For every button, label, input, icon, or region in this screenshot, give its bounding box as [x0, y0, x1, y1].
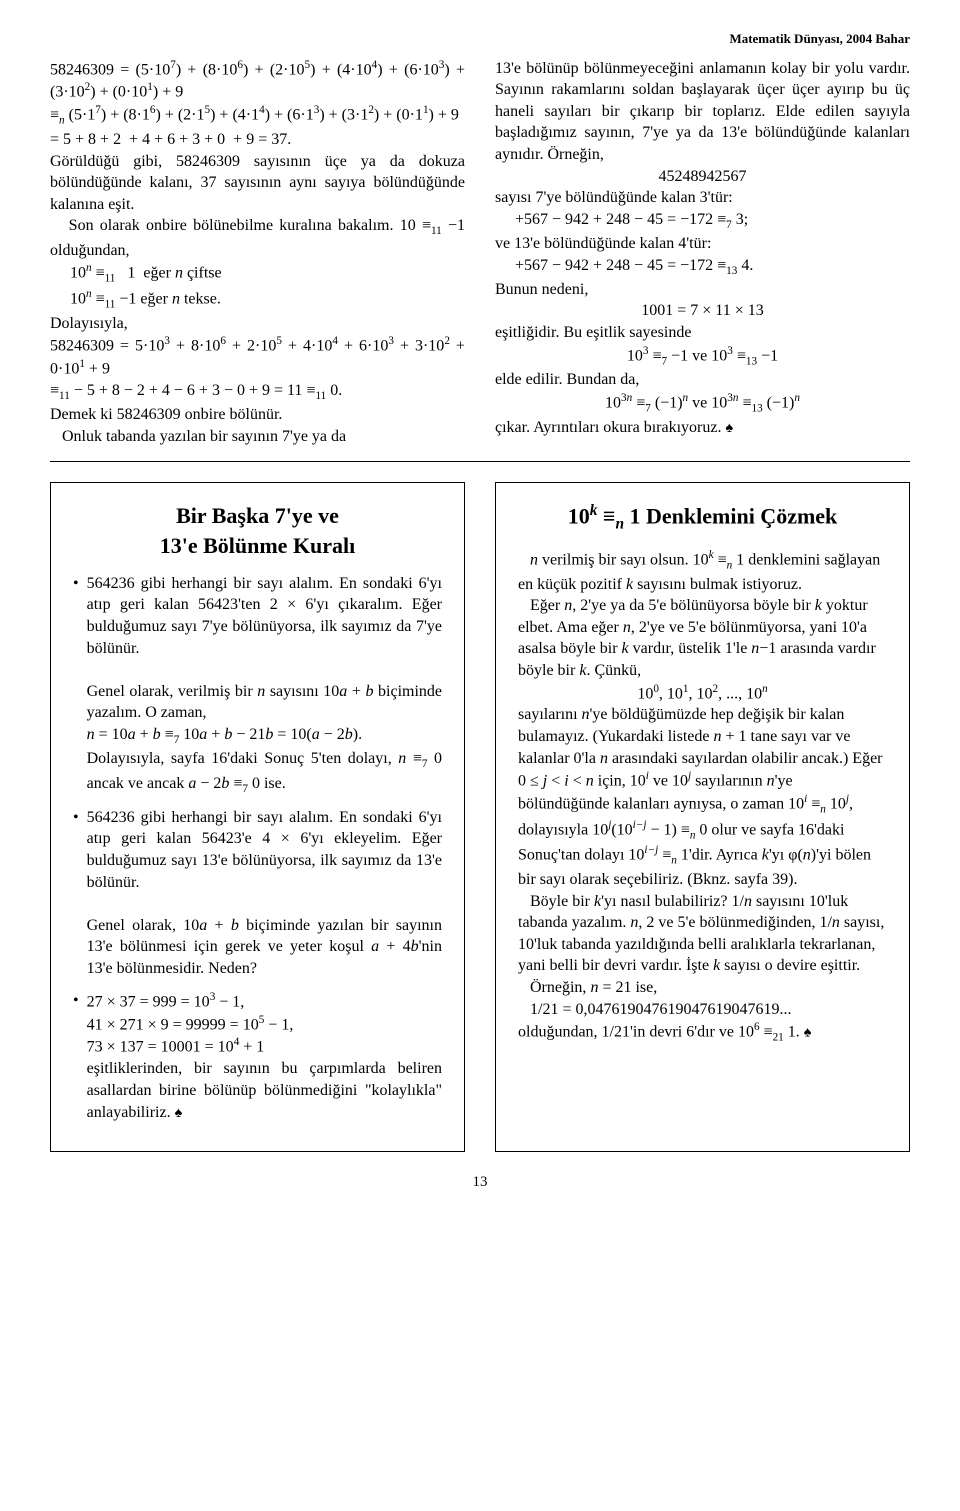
box-seven-thirteen-rule: Bir Başka 7'ye ve 13'e Bölünme Kuralı •5…: [50, 482, 465, 1152]
bullet-dot-icon: •: [73, 573, 79, 797]
box1-title-line2: 13'e Bölünme Kuralı: [160, 533, 356, 558]
bullet-text: 27 × 37 = 999 = 103 − 1,41 × 271 × 9 = 9…: [87, 990, 442, 1124]
bullet-text: 564236 gibi herhangi bir sayı alalım. En…: [87, 807, 442, 980]
box2-body: n verilmiş bir sayı olsun. 10k ≡n 1 denk…: [518, 548, 887, 1046]
bullet-item: •564236 gibi herhangi bir sayı alalım. E…: [73, 807, 442, 980]
box1-title-line1: Bir Başka 7'ye ve: [176, 503, 339, 528]
top-right-column: 13'e bölünüp bölünmeyeceğini anlamanın k…: [495, 58, 910, 448]
journal-header: Matematik Dünyası, 2004 Bahar: [50, 30, 910, 48]
box1-bullets: •564236 gibi herhangi bir sayı alalım. E…: [73, 573, 442, 1123]
box2-title: 10k ≡n 1 Denklemini Çözmek: [518, 501, 887, 536]
box-ten-k-equation: 10k ≡n 1 Denklemini Çözmek n verilmiş bi…: [495, 482, 910, 1152]
bullet-item: •564236 gibi herhangi bir sayı alalım. E…: [73, 573, 442, 797]
box1-title: Bir Başka 7'ye ve 13'e Bölünme Kuralı: [73, 501, 442, 560]
horizontal-divider: [50, 461, 910, 462]
top-columns: 58246309 = (5·107) + (8·106) + (2·105) +…: [50, 58, 910, 448]
bullet-text: 564236 gibi herhangi bir sayı alalım. En…: [87, 573, 442, 797]
bottom-columns: Bir Başka 7'ye ve 13'e Bölünme Kuralı •5…: [50, 482, 910, 1152]
top-left-column: 58246309 = (5·107) + (8·106) + (2·105) +…: [50, 58, 465, 448]
bullet-dot-icon: •: [73, 807, 79, 980]
page-number: 13: [50, 1172, 910, 1192]
bullet-dot-icon: •: [73, 990, 79, 1124]
bullet-item: •27 × 37 = 999 = 103 − 1,41 × 271 × 9 = …: [73, 990, 442, 1124]
